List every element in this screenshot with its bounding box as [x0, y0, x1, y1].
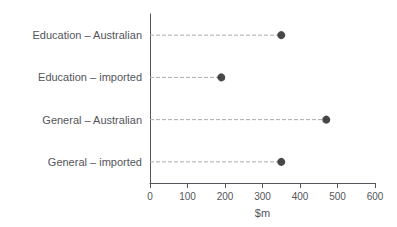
svg-text:General – Australian: General – Australian [42, 114, 142, 126]
svg-text:$m: $m [255, 207, 270, 219]
svg-text:100: 100 [179, 191, 196, 202]
svg-text:500: 500 [329, 191, 346, 202]
svg-text:400: 400 [292, 191, 309, 202]
svg-text:Education – imported: Education – imported [38, 71, 142, 83]
svg-text:General – imported: General – imported [48, 156, 142, 168]
svg-text:200: 200 [217, 191, 234, 202]
svg-text:Education – Australian: Education – Australian [33, 29, 142, 41]
svg-text:600: 600 [367, 191, 384, 202]
svg-text:0: 0 [147, 191, 153, 202]
svg-text:300: 300 [254, 191, 271, 202]
